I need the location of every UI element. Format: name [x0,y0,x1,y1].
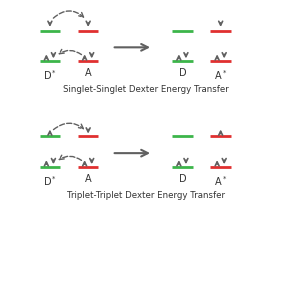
Text: Singlet-Singlet Dexter Energy Transfer: Singlet-Singlet Dexter Energy Transfer [63,85,229,94]
Text: D: D [178,174,186,184]
FancyArrowPatch shape [53,11,83,18]
Text: A: A [85,68,92,78]
FancyArrowPatch shape [59,155,82,160]
Text: D$^*$: D$^*$ [43,174,57,188]
Text: D$^*$: D$^*$ [43,68,57,82]
Text: D: D [178,68,186,78]
FancyArrowPatch shape [59,49,82,55]
Text: A: A [85,174,92,184]
Text: A$^*$: A$^*$ [214,174,227,188]
FancyArrowPatch shape [53,123,83,130]
Text: A$^*$: A$^*$ [214,68,227,82]
Text: Triplet-Triplet Dexter Energy Transfer: Triplet-Triplet Dexter Energy Transfer [67,191,225,200]
